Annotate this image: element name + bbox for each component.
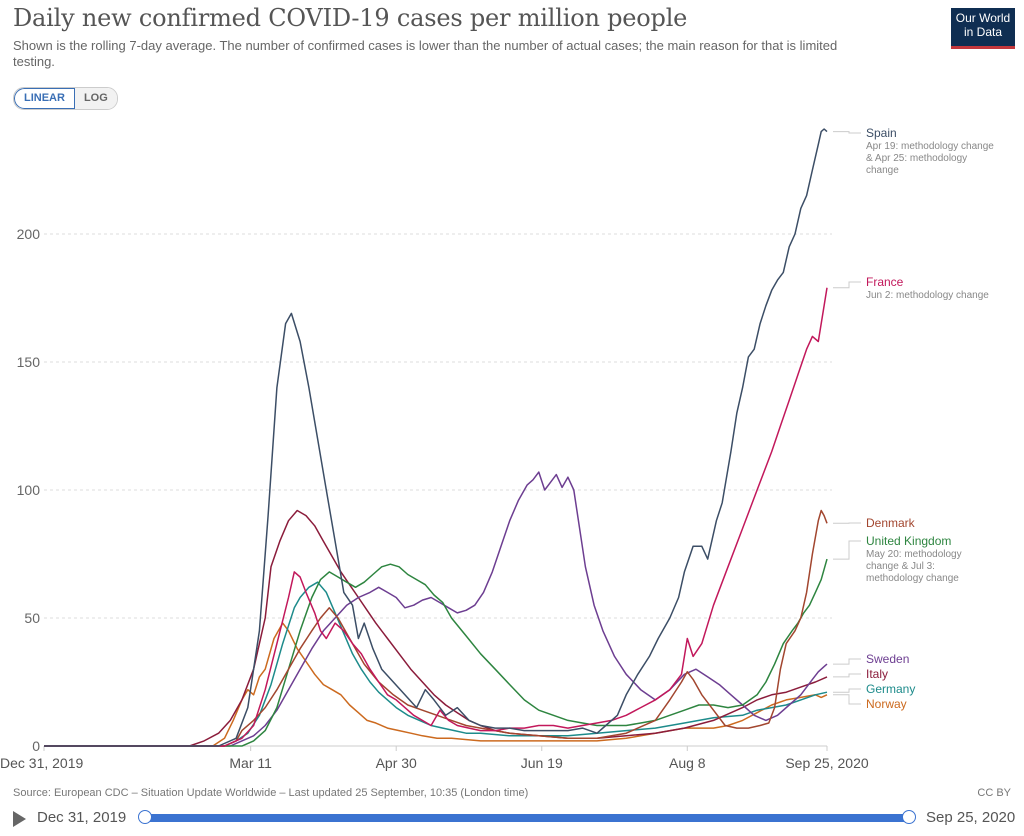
timeline-end-label: Sep 25, 2020 [926,809,1016,826]
leader-line-germany [833,688,861,693]
x-tick-label: Apr 30 [376,755,417,771]
series-label-spain: Spain [866,126,897,140]
timeline-end-handle[interactable] [902,810,916,824]
series-note-spain: change [866,165,899,176]
leader-line-norway [833,694,861,705]
linear-scale-button[interactable]: LINEAR [14,88,75,109]
series-line-norway [44,622,828,747]
y-tick-label: 100 [17,482,41,498]
timeline-start-handle[interactable] [138,810,152,824]
series-line-france [44,287,828,747]
series-line-sweden [44,471,828,747]
x-tick-label: Mar 11 [229,755,272,771]
leader-line-sweden [833,658,861,665]
x-tick-label: Sep 25, 2020 [785,755,869,771]
y-tick-label: 0 [32,738,40,754]
y-tick-label: 150 [17,354,41,370]
series-label-germany: Germany [866,682,915,696]
license-link[interactable]: CC BY [977,787,1011,799]
gridlines [44,233,832,747]
play-icon[interactable] [13,811,26,827]
series-note-spain: & Apr 25: methodology [866,153,967,164]
series-lines [44,128,828,747]
x-tick-label: Dec 31, 2019 [0,755,83,771]
x-tick-label: Jun 19 [521,755,563,771]
series-label-italy: Italy [866,667,888,681]
source-note: Source: European CDC – Situation Update … [13,787,529,799]
owid-logo[interactable]: Our World in Data [951,8,1015,49]
series-label-france: France [866,275,904,289]
chart-subtitle: Shown is the rolling 7-day average. The … [13,38,838,69]
series-note-united-kingdom: change & Jul 3: [866,561,935,572]
series-note-united-kingdom: May 20: methodology [866,549,962,560]
y-tick-label: 50 [24,610,40,626]
leader-line-spain [833,131,861,134]
y-tick-label: 200 [17,226,41,242]
leader-line-united-kingdom [833,540,861,560]
series-note-spain: Apr 19: methodology change [866,141,994,152]
x-axis-ticks: Dec 31, 2019 Mar 11 Apr 30 Jun 19 Aug 8 Sep 2… [0,746,869,771]
leader-line-italy [833,673,861,678]
series-label-united-kingdom: United Kingdom [866,534,951,548]
logo-line-2: in Data [963,25,1003,39]
scale-toggle: LINEAR LOG [13,87,118,110]
series-line-denmark [44,509,828,747]
series-note-france: Jun 2: methodology change [866,290,989,301]
logo-line-1: Our World [955,11,1011,25]
series-label-norway: Norway [866,697,907,711]
timeline-start-label: Dec 31, 2019 [37,809,127,826]
leader-line-france [833,281,861,289]
line-chart: 0 50 100 150 200 Dec 31, 2019 Mar 11 Apr 30 Jun… [0,126,994,771]
series-line-italy [44,509,828,747]
series-label-sweden: Sweden [866,652,909,666]
series-line-united-kingdom [44,558,828,747]
x-tick-label: Aug 8 [669,755,706,771]
timeline-track[interactable] [145,814,909,822]
series-line-spain [44,128,828,747]
series-note-united-kingdom: methodology change [866,573,959,584]
chart-title: Daily new confirmed COVID-19 cases per m… [13,4,688,32]
log-scale-button[interactable]: LOG [74,88,117,109]
series-label-denmark: Denmark [866,516,916,530]
y-axis-ticks: 0 50 100 150 200 [17,226,41,754]
